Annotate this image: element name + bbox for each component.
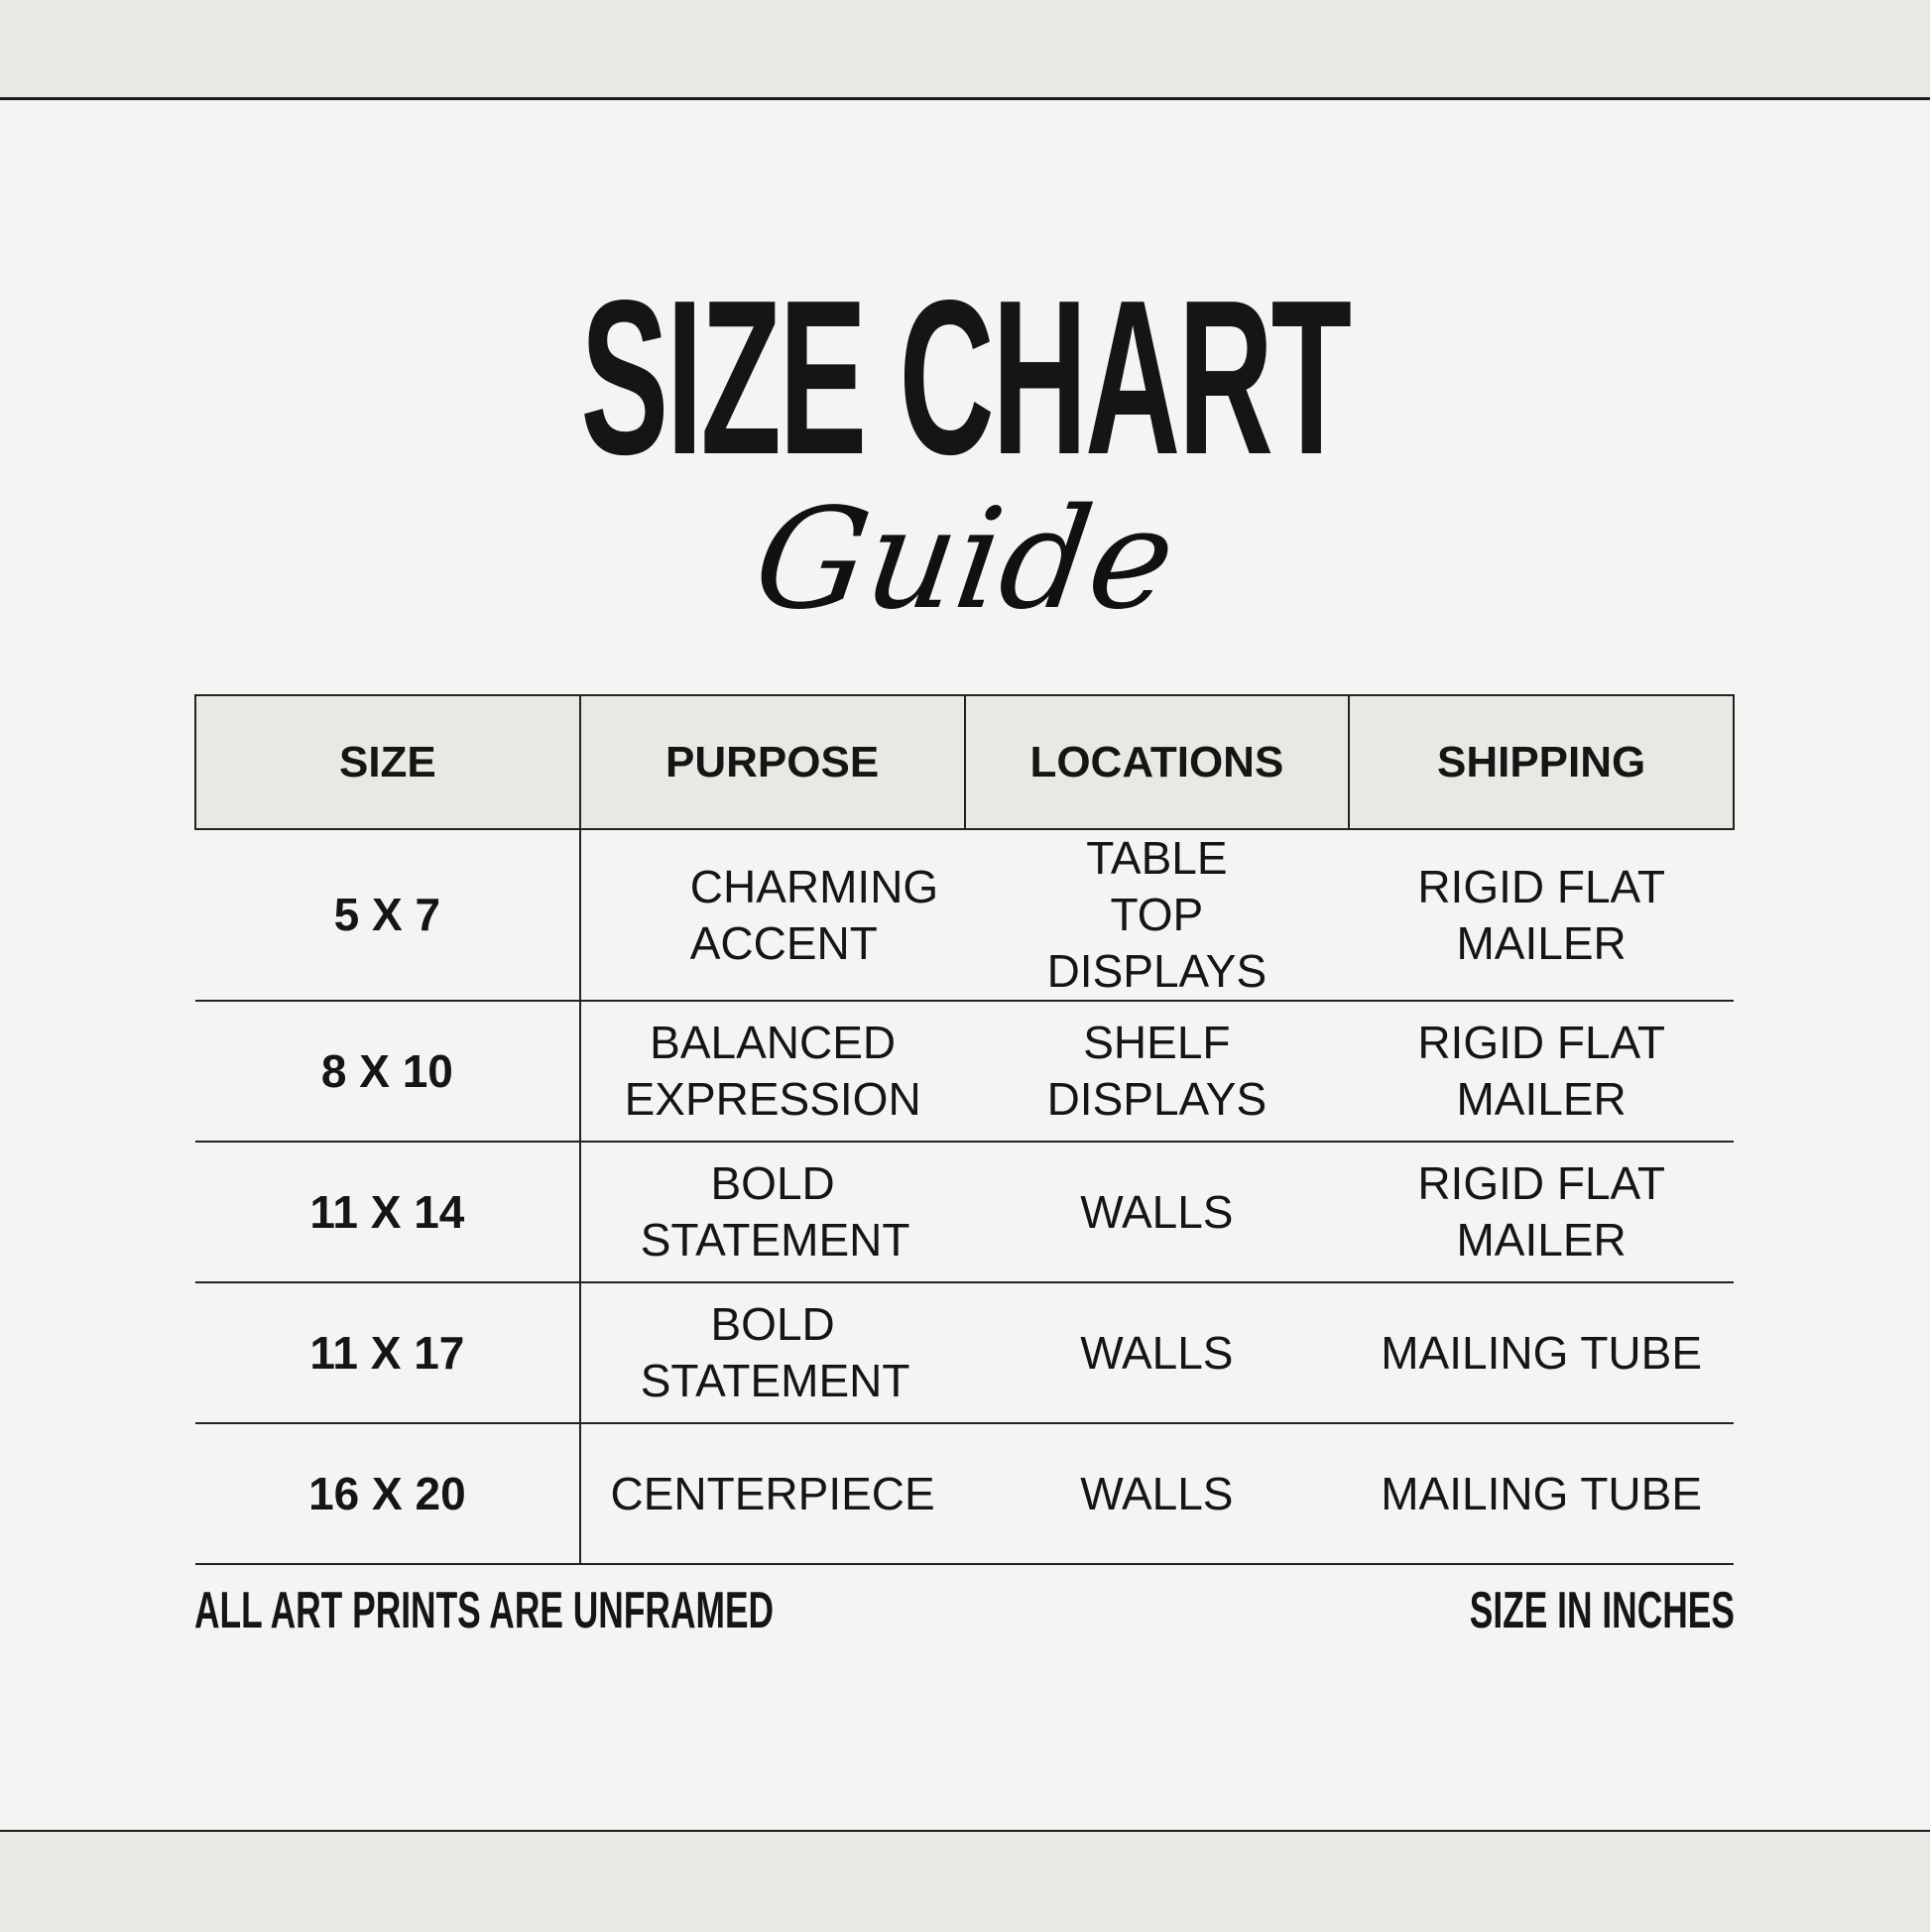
cell-shipping: MAILING TUBE	[1349, 1282, 1734, 1424]
cell-size: 16 X 20	[195, 1423, 581, 1565]
cell-purpose: BOLD STATEMENT	[579, 1282, 965, 1424]
header-size: SIZE	[194, 694, 581, 830]
header-purpose: PURPOSE	[578, 694, 966, 830]
cell-purpose: CHARMING ACCENT	[579, 829, 965, 1002]
table-row: 8 X 10 BALANCED EXPRESSION SHELF DISPLAY…	[195, 1001, 1734, 1143]
cell-purpose: CENTERPIECE	[579, 1423, 965, 1565]
size-table: SIZE PURPOSE LOCATIONS SHIPPING 5 X 7 CH…	[194, 694, 1735, 1565]
title-text: SIZE CHART	[580, 255, 1352, 501]
cell-size: 11 X 17	[195, 1282, 581, 1424]
cell-size: 8 X 10	[195, 1001, 581, 1143]
top-band	[0, 0, 1930, 100]
cell-shipping: RIGID FLAT MAILER	[1349, 1001, 1734, 1143]
header-shipping: SHIPPING	[1348, 694, 1735, 830]
cell-locations: WALLS	[964, 1423, 1350, 1565]
table-row: 11 X 14 BOLD STATEMENT WALLS RIGID FLAT …	[195, 1142, 1734, 1283]
cell-purpose: BALANCED EXPRESSION	[579, 1001, 965, 1143]
cell-locations: WALLS	[964, 1142, 1350, 1283]
cell-locations: SHELF DISPLAYS	[964, 1001, 1350, 1143]
cell-size: 5 X 7	[195, 829, 581, 1002]
subtitle-text: Guide	[745, 479, 1185, 641]
cell-locations: WALLS	[964, 1282, 1350, 1424]
header-locations: LOCATIONS	[963, 694, 1351, 830]
cell-size: 11 X 14	[195, 1142, 581, 1283]
cell-shipping: MAILING TUBE	[1349, 1423, 1734, 1565]
units-note: SIZE IN INCHES	[1469, 1582, 1735, 1639]
cell-locations: TABLE TOP DISPLAYS	[964, 829, 1350, 1002]
table-row: 11 X 17 BOLD STATEMENT WALLS MAILING TUB…	[195, 1282, 1734, 1424]
table-row: 16 X 20 CENTERPIECE WALLS MAILING TUBE	[195, 1423, 1734, 1565]
page-subtitle: Guide	[0, 479, 1930, 641]
bottom-band	[0, 1830, 1930, 1932]
page-title: SIZE CHART	[0, 268, 1930, 488]
cell-shipping: RIGID FLAT MAILER	[1349, 829, 1734, 1002]
cell-shipping: RIGID FLAT MAILER	[1349, 1142, 1734, 1283]
unframed-note: ALL ART PRINTS ARE UNFRAMED	[194, 1582, 775, 1639]
cell-purpose: BOLD STATEMENT	[579, 1142, 965, 1283]
table-header-row: SIZE PURPOSE LOCATIONS SHIPPING	[194, 694, 1735, 830]
table-row: 5 X 7 CHARMING ACCENT TABLE TOP DISPLAYS…	[195, 829, 1734, 1002]
